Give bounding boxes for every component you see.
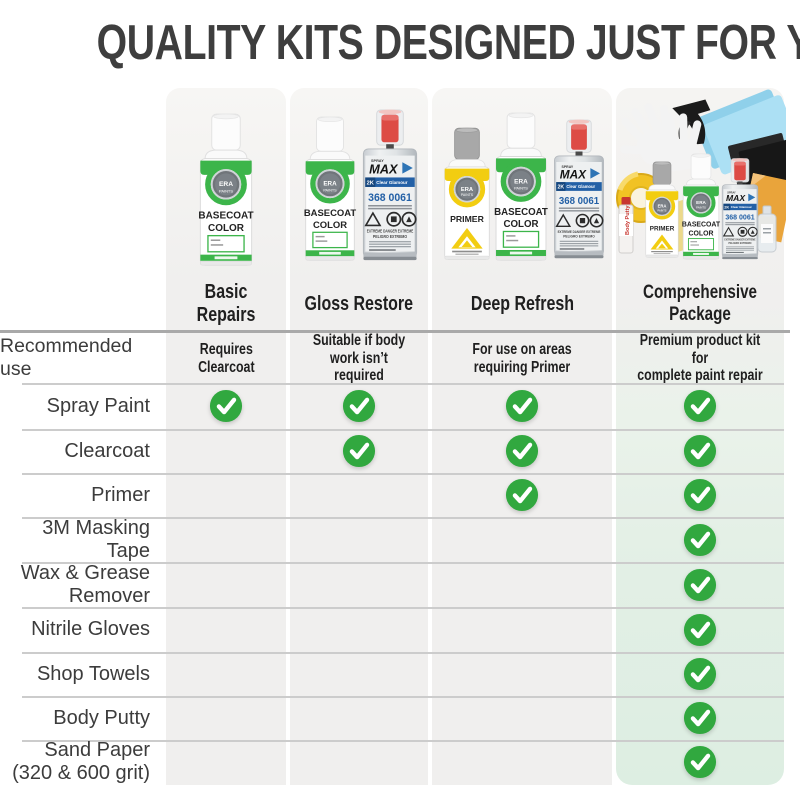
title-row: QUALITY KITS DESIGNED JUST FOR YOU (0, 14, 800, 72)
check-icon (683, 701, 717, 735)
microfiber-towels (693, 89, 786, 175)
row-divider-line (22, 517, 784, 519)
feature-label: Primer (91, 483, 150, 506)
header-divider-line (0, 330, 790, 333)
feature-label: Clearcoat (64, 439, 150, 462)
check-icon (683, 389, 717, 423)
clearcoat-can (553, 118, 605, 260)
column-header-label: Basic Repairs (196, 281, 256, 326)
column-header-basic-repairs: Basic Repairs (166, 278, 286, 330)
row-divider-line (22, 473, 784, 475)
remover-bottle-icon (757, 205, 777, 253)
column-header-label: Deep Refresh (470, 292, 574, 315)
recommended-use-cell: Premium product kit for complete paint r… (616, 332, 784, 385)
body-putty-tube: Body Putty (618, 197, 634, 254)
check-icon (683, 568, 717, 602)
check-icon (683, 613, 717, 647)
recommended-use-cell: For use on areas requiring Primer (432, 334, 612, 383)
check-icon (342, 434, 376, 468)
feature-label: Nitrile Gloves (31, 618, 150, 640)
check-icon (683, 745, 717, 779)
feature-label: Sand Paper (320 & 600 grit) (12, 739, 150, 784)
basecoat-can (198, 114, 253, 265)
feature-label: Spray Paint (46, 394, 150, 417)
row-header-recommended-use: Recommended use (0, 335, 133, 380)
feature-label: 3M Masking Tape (42, 516, 150, 562)
check-icon (505, 434, 539, 468)
recommended-use-text: Premium product kit for complete paint r… (637, 332, 763, 385)
column-header-label: Gloss Restore (304, 292, 414, 315)
recommended-use-cell: Suitable if body work isn’t required (290, 332, 428, 385)
column-header-deep-refresh: Deep Refresh (432, 278, 612, 330)
recommended-use-text: Suitable if body work isn’t required (312, 332, 406, 385)
row-divider-line (22, 740, 784, 742)
check-icon (342, 389, 376, 423)
row-divider-line (22, 429, 784, 431)
column-header-comprehensive-package: Comprehensive Package (616, 278, 784, 330)
basecoat-can (682, 154, 721, 259)
feature-label: Body Putty (53, 706, 150, 729)
check-icon (683, 478, 717, 512)
recommended-use-text: For use on areas requiring Primer (472, 340, 572, 376)
check-icon (683, 657, 717, 691)
primer-can (445, 128, 490, 259)
column-header-gloss-restore: Gloss Restore (290, 278, 428, 330)
column-header-label: Comprehensive Package (642, 282, 758, 325)
putty-label: Body Putty (625, 205, 631, 235)
check-icon (505, 389, 539, 423)
basecoat-can (494, 113, 548, 260)
feature-label: Shop Towels (36, 662, 150, 685)
check-icon (683, 523, 717, 557)
product-image-gloss-restore (290, 108, 418, 274)
row-divider-line (22, 652, 784, 654)
basecoat-can (304, 117, 356, 260)
check-icon (505, 478, 539, 512)
check-icon (209, 389, 243, 423)
product-image-deep-refresh (432, 92, 605, 274)
product-image-basic-repairs (166, 92, 286, 274)
recommended-use-text: Requires Clearcoat (197, 340, 255, 376)
gloves-icon (620, 103, 702, 172)
row-divider-line (22, 562, 784, 564)
recommended-use-cell: Requires Clearcoat (166, 334, 286, 383)
row-divider-line (22, 696, 784, 698)
product-image-comprehensive-package: Body Putty (616, 89, 786, 282)
check-icon (683, 434, 717, 468)
page-title: QUALITY KITS DESIGNED JUST FOR YOU (96, 16, 800, 70)
feature-label: Wax & Grease Remover (20, 561, 150, 607)
row-divider-line (22, 607, 784, 609)
row-divider-line (22, 383, 784, 385)
clearcoat-can (362, 108, 418, 261)
